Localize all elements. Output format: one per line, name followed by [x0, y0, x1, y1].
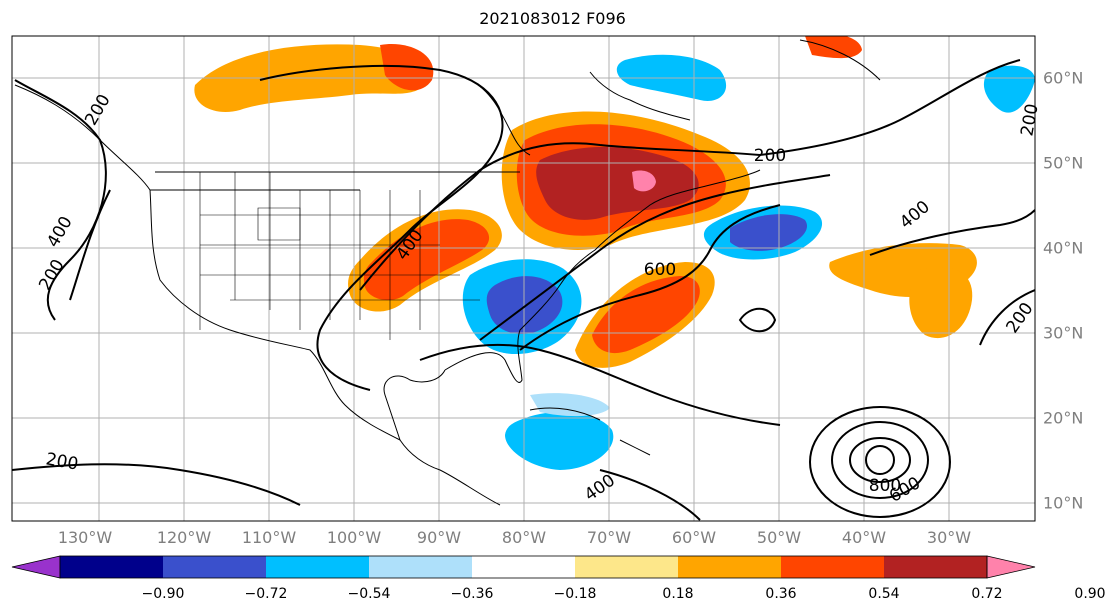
lon-label: 110°W [241, 528, 297, 547]
lon-label: 40°W [841, 528, 887, 547]
colorbar-tick-label: 0.54 [868, 586, 900, 602]
lat-label: 10°N [1043, 493, 1084, 513]
colorbar-tick-label: 0.72 [971, 586, 1003, 602]
colorbar-tick-label: −0.72 [244, 586, 288, 602]
lon-label: 90°W [416, 528, 462, 547]
lat-label: 20°N [1043, 408, 1084, 428]
shaded-anomaly [194, 36, 1035, 470]
lon-label: 70°W [586, 528, 632, 547]
contours [12, 59, 1035, 521]
lon-label: 100°W [326, 528, 382, 547]
lon-label: 80°W [501, 528, 547, 547]
contour-label: 600 [643, 260, 677, 280]
coastlines [14, 39, 881, 506]
lat-label: 40°N [1043, 238, 1084, 258]
colorbar-tick-label: 0.36 [765, 586, 797, 602]
colorbar-tick-label: −0.36 [450, 586, 494, 602]
graticule [12, 36, 1035, 521]
lon-label: 130°W [57, 528, 113, 547]
contour-label: 200 [753, 146, 787, 166]
colorbar-tick-label: −0.18 [553, 586, 597, 602]
lat-label: 60°N [1043, 68, 1084, 88]
colorbar-tick-label: 0.90 [1074, 586, 1105, 602]
lon-label: 30°W [926, 528, 972, 547]
lon-label: 120°W [156, 528, 212, 547]
state-borders [199, 172, 480, 340]
map-title: 2021083012 F096 [479, 9, 626, 28]
colorbar-tick-label: −0.54 [347, 586, 391, 602]
lat-label: 30°N [1043, 323, 1084, 343]
lon-label: 50°W [756, 528, 802, 547]
lat-label: 50°N [1043, 153, 1084, 173]
contour-label: 800 [868, 476, 902, 496]
map-frame [11, 35, 1036, 522]
colorbar-tick-label: −0.90 [141, 586, 185, 602]
colorbar-tick-label: 0.18 [662, 586, 694, 602]
lon-label: 60°W [671, 528, 717, 547]
